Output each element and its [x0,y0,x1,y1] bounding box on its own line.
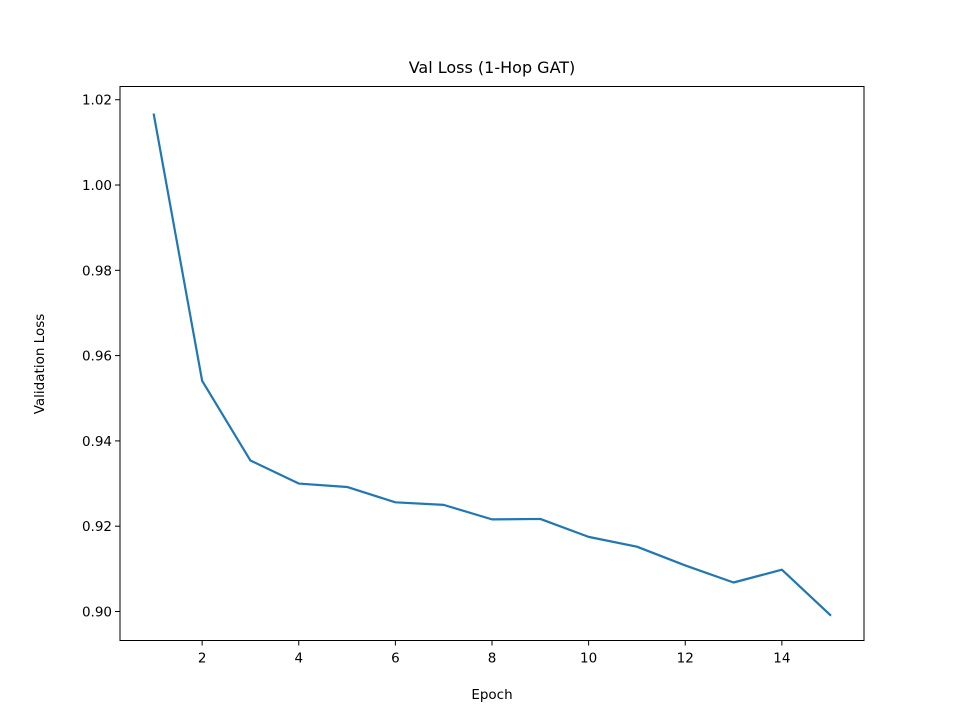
y-tick-label: 0.98 [82,263,112,279]
y-axis-label: Validation Loss [32,314,48,415]
y-tick-label: 0.90 [82,604,112,620]
y-tick-label: 1.00 [82,178,112,194]
x-tick-label: 2 [198,651,207,667]
x-tick-label: 8 [488,651,497,667]
x-tick-label: 10 [580,651,597,667]
x-tick-label: 6 [391,651,400,667]
x-axis-label: Epoch [471,687,512,703]
y-tick-label: 0.92 [82,519,112,535]
chart-title: Val Loss (1-Hop GAT) [409,58,576,77]
plot-frame [119,86,865,641]
x-axis-ticks: 2 4 6 8 10 12 14 [198,640,790,667]
x-tick-label: 14 [773,651,790,667]
y-tick-label: 0.96 [82,349,112,365]
x-tick-label: 4 [294,651,303,667]
series-line [152,113,832,617]
y-tick-label: 0.94 [82,434,112,450]
series-layer [152,113,832,617]
y-axis-ticks: 0.90 0.92 0.94 0.96 0.98 1.00 1.02 [82,93,120,620]
y-tick-label: 1.02 [82,93,112,109]
x-tick-label: 12 [677,651,694,667]
